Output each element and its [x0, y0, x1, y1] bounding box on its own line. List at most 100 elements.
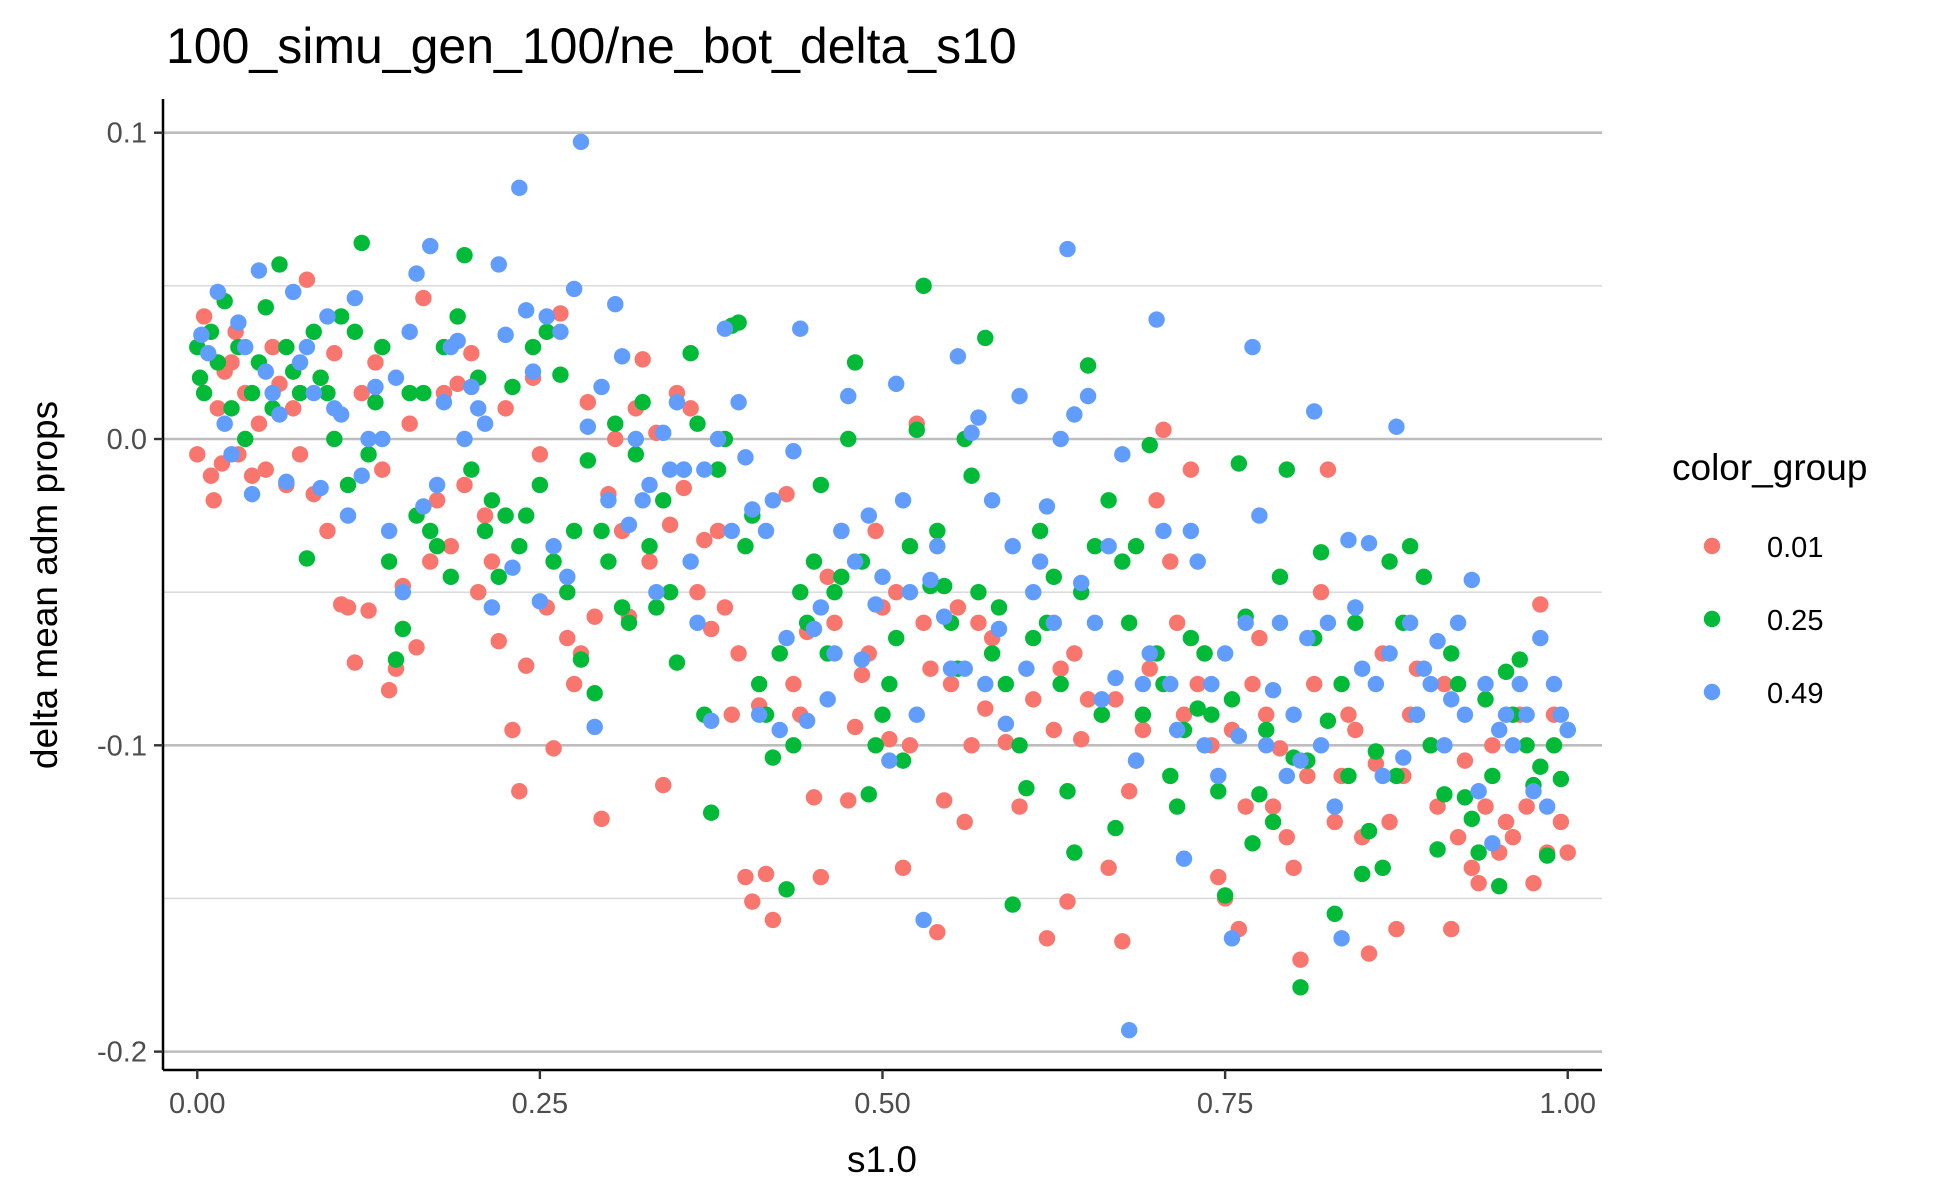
data-point — [298, 550, 316, 567]
legend: color_group 0.01 0.25 0.49 — [1672, 447, 1867, 710]
data-point — [1086, 614, 1104, 631]
data-point — [367, 354, 384, 371]
data-point — [702, 620, 720, 638]
data-point — [449, 332, 466, 350]
axis-ticks: 0.00 0.25 0.50 0.75 1.00 -0.2 -0.1 0.0 0.1 — [97, 118, 1596, 1120]
data-point — [778, 881, 795, 898]
data-point — [456, 430, 473, 448]
data-point — [1299, 767, 1316, 785]
data-point — [1210, 767, 1227, 785]
grid-lines — [163, 131, 1602, 1053]
data-point — [332, 308, 350, 325]
data-point — [1244, 835, 1261, 852]
data-point — [1285, 859, 1302, 877]
data-point — [867, 522, 884, 540]
data-point — [723, 522, 740, 540]
data-point — [1456, 752, 1474, 769]
data-point — [661, 583, 679, 601]
data-point — [483, 599, 501, 616]
data-point — [339, 599, 357, 616]
data-point — [634, 351, 651, 368]
data-point — [1189, 700, 1206, 717]
data-point — [524, 363, 542, 380]
data-point — [1278, 461, 1295, 478]
data-point — [1120, 783, 1138, 800]
data-point — [1456, 706, 1474, 723]
data-point — [1066, 844, 1083, 861]
x-tick-label: 0.00 — [169, 1088, 225, 1120]
data-point — [812, 476, 830, 494]
data-point — [785, 737, 802, 754]
data-point — [1374, 767, 1391, 785]
data-point — [1422, 737, 1439, 754]
data-point — [1436, 737, 1453, 754]
data-point — [593, 522, 610, 540]
data-point — [915, 614, 932, 631]
data-point — [1463, 571, 1481, 589]
data-point — [1011, 798, 1028, 815]
data-point — [312, 479, 329, 497]
data-point — [860, 507, 877, 524]
data-point — [1401, 614, 1419, 631]
data-point — [326, 430, 343, 448]
data-point — [271, 406, 288, 423]
legend-title: color_group — [1672, 447, 1867, 488]
data-point — [723, 706, 740, 723]
data-point — [511, 179, 528, 197]
data-point — [1237, 614, 1254, 631]
legend-label: 0.01 — [1767, 532, 1823, 564]
data-point — [284, 283, 302, 301]
data-point — [1025, 583, 1042, 601]
data-point — [990, 620, 1008, 638]
data-point — [908, 421, 925, 439]
data-point — [1456, 789, 1474, 806]
y-tick-label: 0.1 — [107, 118, 147, 150]
data-points — [189, 133, 1576, 1039]
data-point — [737, 868, 754, 886]
data-point — [1066, 645, 1083, 662]
data-point — [209, 400, 227, 417]
data-point — [1477, 798, 1494, 815]
data-point — [1340, 531, 1357, 549]
data-point — [1422, 675, 1439, 693]
data-point — [1141, 436, 1158, 454]
data-point — [1381, 553, 1398, 570]
data-point — [408, 639, 425, 656]
data-point — [1538, 847, 1556, 864]
x-tick-label: 0.50 — [854, 1088, 910, 1120]
data-point — [216, 415, 233, 432]
data-point — [846, 553, 864, 570]
data-point — [730, 645, 747, 662]
data-point — [867, 596, 884, 613]
data-point — [1196, 645, 1213, 662]
data-point — [949, 348, 967, 365]
data-point — [709, 522, 727, 540]
data-point — [1148, 492, 1165, 509]
data-point — [353, 384, 370, 402]
data-point — [1025, 629, 1042, 647]
data-point — [1463, 810, 1481, 828]
legend-key — [1703, 610, 1721, 628]
data-point — [1045, 568, 1063, 586]
data-point — [661, 516, 679, 533]
data-point — [1429, 841, 1446, 858]
data-point — [401, 415, 418, 432]
data-point — [1525, 783, 1542, 800]
data-point — [607, 296, 624, 313]
data-point — [655, 424, 672, 442]
data-point — [963, 424, 980, 442]
data-point — [476, 522, 494, 540]
data-point — [970, 614, 987, 631]
data-point — [1210, 868, 1227, 886]
data-point — [531, 593, 549, 610]
legend-key — [1703, 683, 1721, 701]
data-point — [983, 492, 1001, 509]
data-point — [545, 538, 562, 555]
data-point — [1066, 406, 1083, 423]
data-point — [394, 620, 412, 638]
data-point — [778, 629, 795, 647]
data-point — [888, 583, 905, 601]
data-point — [1038, 498, 1056, 515]
data-point — [1230, 727, 1248, 745]
data-point — [881, 752, 898, 769]
